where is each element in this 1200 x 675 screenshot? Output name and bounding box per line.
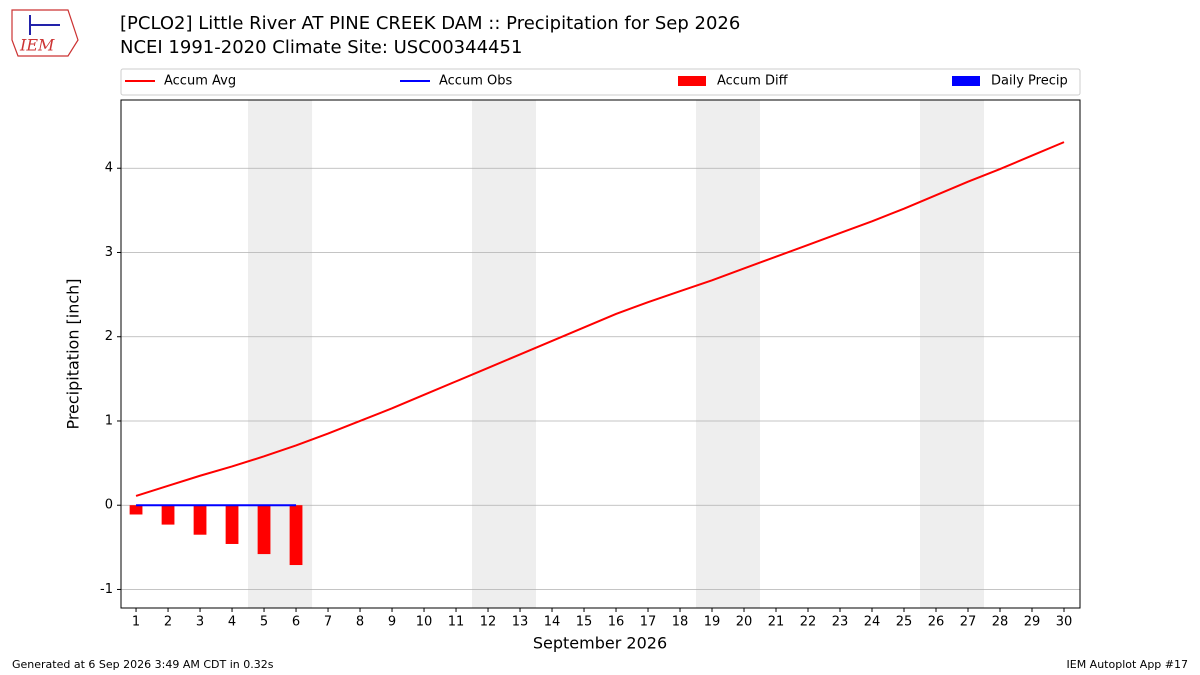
chart-subtitle: NCEI 1991-2020 Climate Site: USC00344451 bbox=[120, 37, 522, 58]
x-tick-label: 27 bbox=[960, 615, 977, 630]
x-tick-label: 28 bbox=[992, 615, 1009, 630]
legend-label: Daily Precip bbox=[991, 74, 1068, 89]
x-tick-label: 1 bbox=[132, 615, 140, 630]
x-tick-label: 6 bbox=[292, 615, 300, 630]
y-tick-label: 1 bbox=[105, 413, 113, 428]
series-line bbox=[135, 141, 1065, 497]
x-tick-label: 7 bbox=[324, 615, 332, 630]
x-tick-label: 21 bbox=[768, 615, 785, 630]
logo: IEM bbox=[11, 9, 79, 57]
x-tick-label: 16 bbox=[608, 615, 625, 630]
x-tick-label: 5 bbox=[260, 615, 268, 630]
x-tick-label: 2 bbox=[164, 615, 172, 630]
legend-box bbox=[120, 68, 1081, 96]
plot-frame bbox=[120, 99, 1081, 609]
x-tick-label: 26 bbox=[928, 615, 945, 630]
chart-title: [PCLO2] Little River AT PINE CREEK DAM :… bbox=[120, 13, 740, 34]
footer-right: IEM Autoplot App #17 bbox=[1067, 658, 1189, 671]
x-tick-label: 13 bbox=[512, 615, 529, 630]
x-tick-label: 19 bbox=[704, 615, 721, 630]
logo-text: IEM bbox=[19, 36, 55, 55]
y-tick-label: 0 bbox=[105, 498, 113, 513]
x-tick-label: 12 bbox=[480, 615, 497, 630]
x-tick-label: 22 bbox=[800, 615, 817, 630]
bar bbox=[257, 505, 271, 555]
x-tick-label: 15 bbox=[576, 615, 593, 630]
x-tick-label: 29 bbox=[1024, 615, 1041, 630]
y-tick-label: 2 bbox=[105, 329, 113, 344]
legend-label: Accum Obs bbox=[439, 74, 512, 89]
legend-swatch bbox=[952, 76, 980, 86]
bar bbox=[193, 505, 207, 535]
x-tick-label: 8 bbox=[356, 615, 364, 630]
x-tick-label: 3 bbox=[196, 615, 204, 630]
bar bbox=[129, 505, 143, 515]
x-tick-label: 4 bbox=[228, 615, 236, 630]
y-tick-label: 3 bbox=[105, 245, 113, 260]
y-tick-label: -1 bbox=[100, 582, 113, 597]
legend-label: Accum Avg bbox=[164, 74, 236, 89]
x-tick-label: 23 bbox=[832, 615, 849, 630]
x-tick-label: 25 bbox=[896, 615, 913, 630]
legend-swatch bbox=[678, 76, 706, 86]
x-axis-label: September 2026 bbox=[533, 634, 667, 653]
x-tick-label: 14 bbox=[544, 615, 561, 630]
x-tick-label: 9 bbox=[388, 615, 396, 630]
bar bbox=[289, 505, 303, 566]
x-tick-label: 18 bbox=[672, 615, 689, 630]
x-tick-label: 10 bbox=[416, 615, 433, 630]
footer-left: Generated at 6 Sep 2026 3:49 AM CDT in 0… bbox=[12, 658, 274, 671]
y-axis-label: Precipitation [inch] bbox=[64, 278, 83, 429]
y-tick-label: 4 bbox=[105, 161, 113, 176]
weekend-shade bbox=[920, 100, 985, 608]
x-tick-label: 24 bbox=[864, 615, 881, 630]
x-tick-label: 30 bbox=[1056, 615, 1073, 630]
weekend-shade bbox=[696, 100, 761, 608]
legend-label: Accum Diff bbox=[717, 74, 789, 89]
bar bbox=[225, 505, 239, 544]
bar bbox=[161, 505, 175, 525]
x-tick-label: 11 bbox=[448, 615, 465, 630]
weekend-shade bbox=[472, 100, 537, 608]
x-tick-label: 17 bbox=[640, 615, 657, 630]
x-tick-label: 20 bbox=[736, 615, 753, 630]
